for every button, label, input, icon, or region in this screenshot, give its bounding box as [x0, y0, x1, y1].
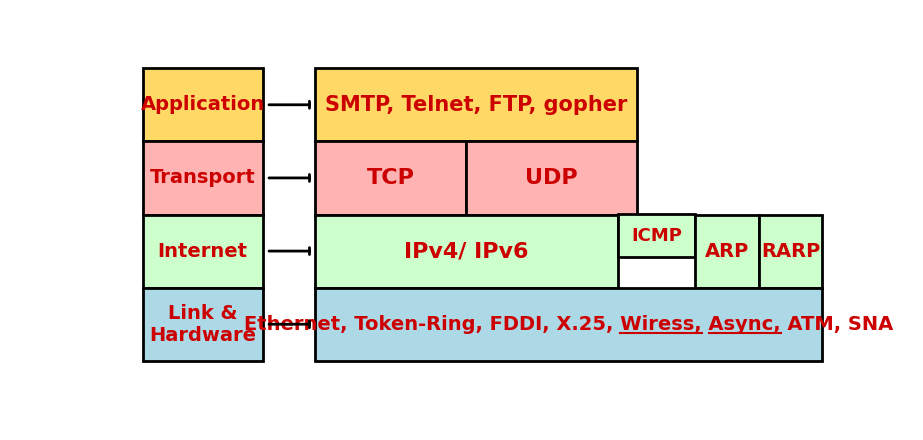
Text: ICMP: ICMP — [631, 227, 682, 245]
Text: TCP: TCP — [367, 168, 414, 188]
Text: RARP: RARP — [761, 242, 820, 260]
FancyBboxPatch shape — [142, 288, 263, 361]
Text: IPv4/ IPv6: IPv4/ IPv6 — [404, 241, 529, 261]
Text: UDP: UDP — [525, 168, 578, 188]
Text: Ethernet, Token-Ring, FDDI, X.25, Wiress, Async, ATM, SNA: Ethernet, Token-Ring, FDDI, X.25, Wiress… — [244, 315, 893, 334]
Text: ARP: ARP — [705, 242, 749, 260]
FancyBboxPatch shape — [759, 214, 822, 288]
FancyBboxPatch shape — [316, 68, 637, 141]
FancyBboxPatch shape — [142, 141, 263, 214]
FancyBboxPatch shape — [466, 141, 637, 214]
FancyBboxPatch shape — [316, 141, 466, 214]
Text: SMTP, Telnet, FTP, gopher: SMTP, Telnet, FTP, gopher — [325, 95, 628, 115]
FancyBboxPatch shape — [316, 288, 822, 361]
Text: Transport: Transport — [150, 169, 256, 187]
FancyBboxPatch shape — [316, 214, 617, 288]
FancyBboxPatch shape — [142, 68, 263, 141]
Text: Internet: Internet — [158, 242, 247, 260]
FancyBboxPatch shape — [142, 214, 263, 288]
Text: Application: Application — [140, 95, 265, 114]
FancyBboxPatch shape — [617, 214, 695, 257]
Text: Link &
Hardware: Link & Hardware — [149, 304, 256, 345]
FancyBboxPatch shape — [695, 214, 759, 288]
